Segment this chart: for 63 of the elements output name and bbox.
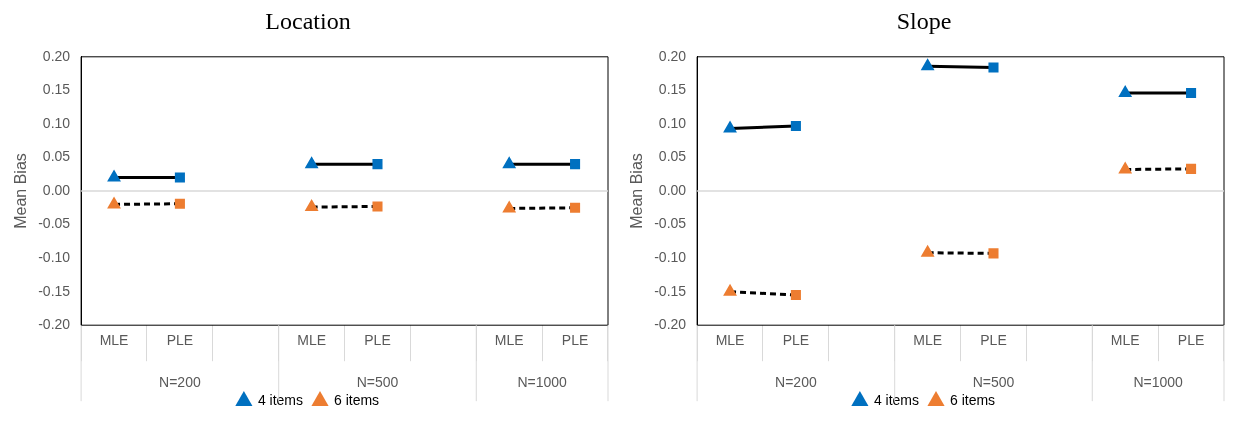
- y-tick-label: -0.10: [38, 248, 71, 265]
- x-tick-label: MLE: [297, 332, 327, 349]
- y-tick-label: 0.20: [658, 47, 687, 64]
- point: [174, 172, 185, 183]
- x-tick-label: PLE: [980, 332, 1007, 349]
- y-tick-label: 0.15: [658, 81, 687, 98]
- legend-label: 4 items: [257, 391, 303, 408]
- legend-label: 4 items: [873, 391, 919, 408]
- y-tick-label: 0.15: [42, 81, 71, 98]
- y-tick-label: -0.20: [38, 316, 71, 333]
- y-axis-title: Mean Bias: [628, 153, 646, 229]
- x-tick-label: MLE: [99, 332, 129, 349]
- text: N=200: [775, 374, 817, 391]
- x-tick-label: PLE: [782, 332, 810, 349]
- text: N=500: [972, 374, 1015, 391]
- legend-label: 6 items: [950, 391, 996, 408]
- point: [921, 59, 934, 71]
- y-tick-label: -0.15: [38, 282, 71, 299]
- point: [790, 120, 801, 131]
- legend-label: 6 items: [334, 391, 380, 408]
- point: [305, 200, 318, 212]
- x-tick-label: MLE: [715, 332, 745, 349]
- point: [503, 157, 516, 169]
- point: [372, 201, 383, 212]
- y-tick-label: 0.00: [42, 181, 71, 198]
- point: [174, 198, 185, 209]
- point: [570, 159, 581, 170]
- x-tick-label: PLE: [166, 332, 194, 349]
- y-tick-label: -0.20: [654, 316, 687, 333]
- chart-title: Slope: [896, 7, 952, 34]
- y-tick-label: -0.10: [654, 248, 687, 265]
- x-tick-label: PLE: [364, 332, 391, 349]
- text: N=200: [159, 374, 201, 391]
- y-tick-label: 0.05: [658, 148, 687, 165]
- point: [1119, 86, 1132, 98]
- x-tick-label: MLE: [913, 332, 943, 349]
- y-axis-title: Mean Bias: [12, 153, 30, 229]
- point: [503, 201, 516, 213]
- x-tick-label: PLE: [1177, 332, 1205, 349]
- y-tick-label: -0.15: [654, 282, 687, 299]
- point: [1186, 88, 1197, 99]
- x-tick-label: MLE: [494, 332, 524, 349]
- point: [570, 202, 581, 213]
- point: [1186, 163, 1197, 174]
- y-tick-label: -0.05: [38, 215, 71, 232]
- x-tick-label: PLE: [561, 332, 589, 349]
- y-tick-label: 0.20: [42, 47, 71, 64]
- x-tick-label: MLE: [1110, 332, 1140, 349]
- y-tick-label: 0.05: [42, 148, 71, 165]
- text: N=1000: [1133, 374, 1184, 391]
- text: N=1000: [517, 374, 568, 391]
- y-tick-label: 0.10: [42, 114, 71, 131]
- y-tick-label: 0.10: [658, 114, 687, 131]
- point: [790, 289, 801, 301]
- point: [372, 159, 383, 170]
- point: [305, 157, 318, 169]
- point: [988, 62, 999, 73]
- y-tick-label: -0.05: [654, 215, 687, 232]
- y-tick-label: 0.00: [658, 181, 687, 198]
- chart-title: Location: [265, 7, 351, 34]
- point: [108, 197, 120, 209]
- text: N=500: [356, 374, 399, 391]
- point: [988, 248, 999, 259]
